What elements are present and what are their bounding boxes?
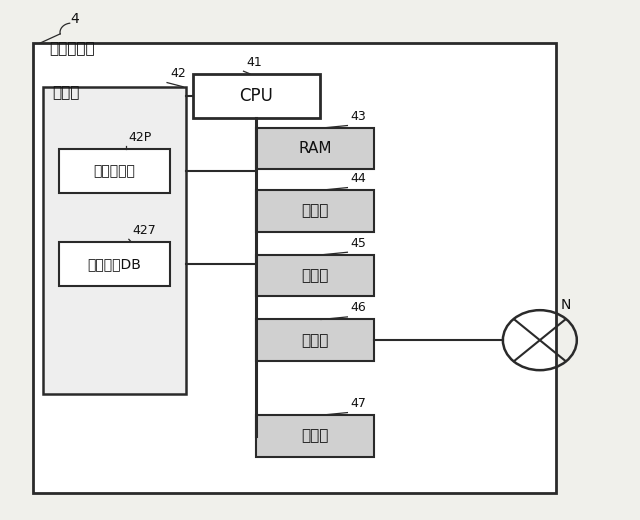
Bar	[43, 87, 186, 395]
Bar	[256, 415, 374, 457]
Bar	[256, 190, 374, 231]
Text: 表示部: 表示部	[301, 268, 329, 283]
Text: 入力部: 入力部	[301, 203, 329, 218]
Bar	[256, 128, 374, 170]
Text: 4: 4	[70, 12, 79, 27]
Bar	[33, 43, 556, 493]
Bar	[256, 255, 374, 296]
Text: 記憶部: 記憶部	[52, 85, 80, 100]
Bar	[256, 319, 374, 361]
Text: 通信部: 通信部	[301, 333, 329, 348]
Text: RAM: RAM	[298, 141, 332, 157]
Text: 42P: 42P	[129, 131, 152, 144]
Text: 42: 42	[170, 67, 186, 80]
Text: CPU: CPU	[239, 87, 273, 105]
Text: 43: 43	[351, 110, 366, 123]
Bar	[59, 242, 170, 286]
Text: N: N	[561, 298, 572, 311]
Bar	[59, 149, 170, 193]
Text: 44: 44	[351, 172, 366, 185]
Bar	[193, 74, 320, 118]
Text: 案内情報DB: 案内情報DB	[88, 257, 141, 271]
Text: 計時部: 計時部	[301, 428, 329, 444]
Text: 45: 45	[351, 237, 367, 250]
Text: サーバ装置: サーバ装置	[49, 41, 95, 56]
Text: 427: 427	[132, 224, 156, 237]
Text: 41: 41	[246, 56, 262, 69]
Text: 46: 46	[351, 301, 366, 314]
Text: プログラム: プログラム	[93, 164, 136, 178]
Text: 47: 47	[351, 397, 367, 410]
